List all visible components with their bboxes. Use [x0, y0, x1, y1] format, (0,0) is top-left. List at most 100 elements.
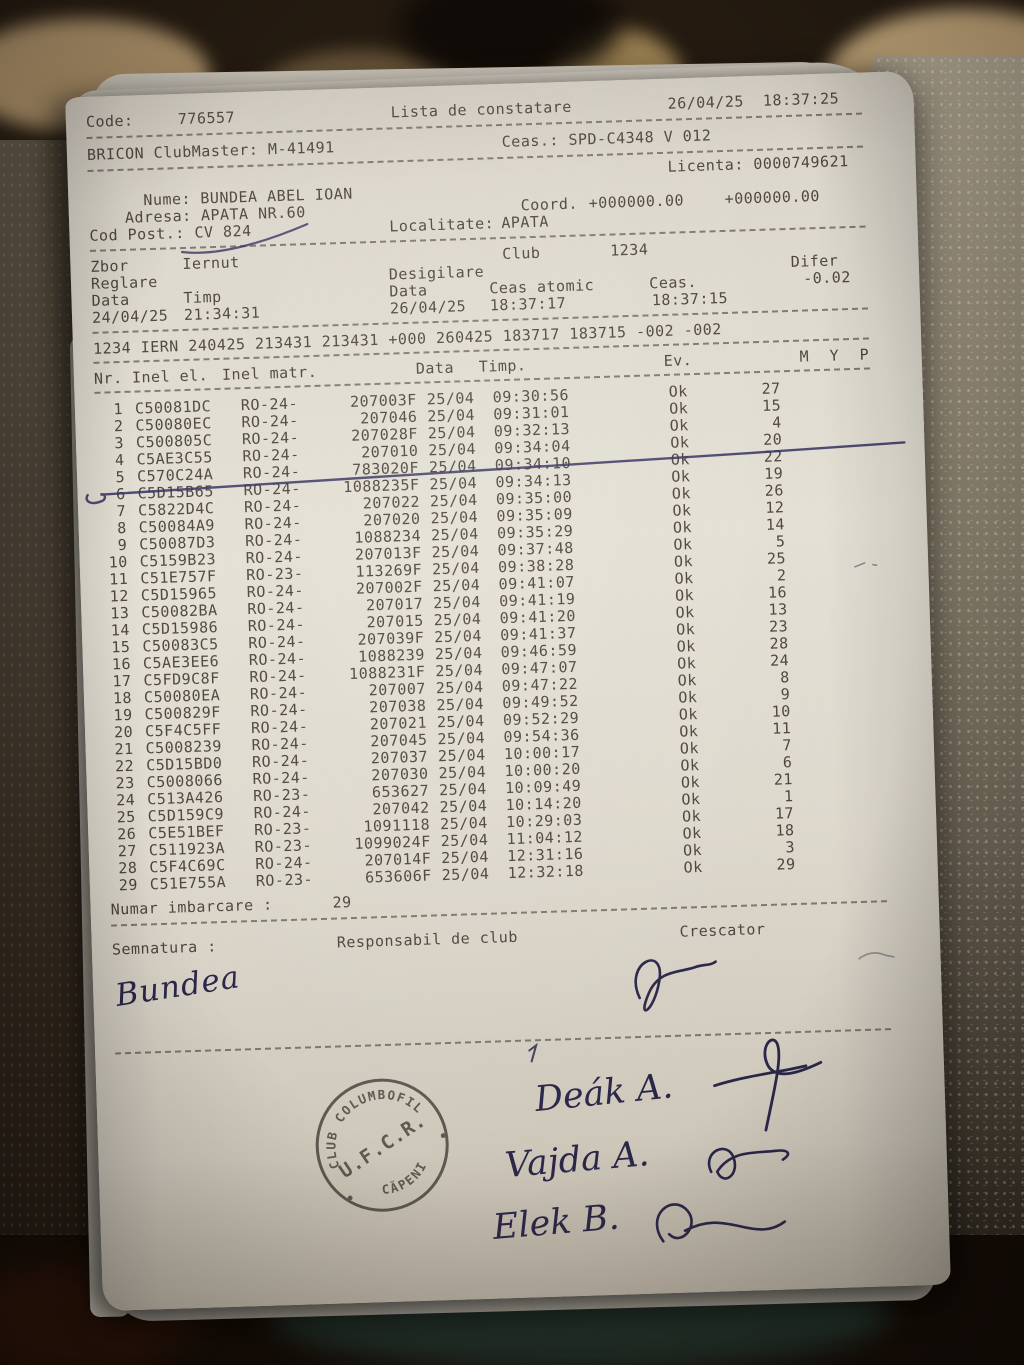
cell-nr: 10	[108, 552, 129, 572]
cell-ev: Ok	[672, 501, 692, 520]
cell-data: 25/04	[427, 422, 476, 443]
postcode-value: CV 824	[194, 221, 252, 242]
cell-ev: Ok	[682, 823, 702, 843]
code-label: Code:	[85, 111, 134, 131]
cell-nr: 7	[116, 501, 127, 521]
cell-nr: 17	[112, 671, 132, 691]
locality-label: Localitate:	[389, 214, 495, 236]
cell-ev: Ok	[680, 756, 700, 775]
cell-ev: Ok	[676, 637, 697, 656]
cell-ev: Ok	[668, 399, 689, 418]
cell-nr: 27	[117, 841, 138, 861]
cell-nr: 26	[116, 824, 137, 844]
desigilare-data: 26/04/25	[389, 297, 467, 318]
cell-data: 25/04	[435, 677, 484, 698]
cell-ev: Ok	[673, 535, 693, 554]
cell-ring-number: 653606F	[364, 866, 433, 887]
cell-ev: Ok	[671, 484, 692, 503]
cell-nr: 5	[115, 467, 126, 487]
cell-data: 25/04	[432, 575, 481, 596]
cell-nr: 11	[108, 569, 129, 589]
cell-ev: Ok	[680, 773, 701, 792]
cell-nr: 1	[113, 399, 124, 419]
cell-ev: Ok	[670, 450, 691, 469]
cell-ring-prefix: RO-23-	[255, 870, 314, 891]
dashed-separator	[115, 1028, 893, 1055]
cell-ev: Ok	[677, 671, 698, 690]
cell-value: 29	[776, 855, 796, 874]
cell-ev: Ok	[674, 586, 695, 605]
col-inel-el: Inel el.	[131, 366, 209, 387]
cell-nr: 22	[114, 756, 135, 776]
cell-data: 25/04	[435, 660, 484, 681]
cell-nr: 21	[114, 739, 134, 759]
cell-ev: Ok	[681, 790, 701, 809]
cell-nr: 25	[116, 807, 137, 827]
cell-nr: 2	[113, 416, 124, 436]
cell-data: 25/04	[440, 830, 489, 851]
reglare-data: 24/04/25	[91, 306, 169, 327]
ceas-value: 18:37:15	[651, 288, 729, 310]
cell-ev: Ok	[681, 807, 702, 826]
cell-ev: Ok	[672, 518, 693, 537]
crescator-label: Crescator	[679, 920, 766, 941]
cell-data: 25/04	[428, 456, 477, 477]
cell-data: 25/04	[430, 507, 479, 528]
cell-nr: 16	[111, 654, 132, 674]
cell-ev: Ok	[678, 688, 698, 707]
cell-nr: 24	[115, 790, 136, 810]
cell-ev: Ok	[678, 705, 699, 724]
cell-data: 25/04	[436, 694, 485, 715]
cell-data: 25/04	[437, 745, 486, 766]
cell-data: 25/04	[433, 626, 483, 647]
cell-nr: 4	[114, 450, 125, 470]
cell-data: 25/04	[432, 592, 482, 613]
cell-data: 25/04	[427, 405, 476, 426]
cell-ev: Ok	[679, 739, 700, 758]
cell-ev: Ok	[673, 552, 694, 571]
cell-nr: 8	[116, 518, 127, 538]
semnatura-label: Semnatura :	[111, 937, 218, 959]
cell-ev: Ok	[668, 382, 689, 401]
cell-nr: 20	[113, 722, 134, 742]
cell-data: 25/04	[431, 558, 481, 579]
cell-nr: 29	[118, 875, 139, 895]
cell-nr: 23	[115, 773, 135, 793]
locality-value: APATA	[501, 212, 550, 232]
cell-inel-el: C51E755A	[149, 872, 227, 894]
printed-datetime: 26/04/25 18:37:25	[667, 89, 840, 113]
cell-nr: 13	[110, 603, 130, 623]
col-m: M	[799, 347, 810, 366]
cell-data: 25/04	[433, 609, 482, 630]
col-timp: Timp.	[478, 356, 527, 376]
cell-ev: Ok	[676, 654, 697, 673]
cell-ev: Ok	[679, 722, 699, 741]
cell-timp: 12:32:18	[507, 861, 585, 883]
cell-ev: Ok	[682, 840, 703, 860]
paper-stack: Code: 776557 Lista de constatare 26/04/2…	[65, 59, 951, 1322]
printed-document: Code: 776557 Lista de constatare 26/04/2…	[86, 88, 923, 1303]
cell-data: 25/04	[439, 796, 488, 817]
cell-data: 25/04	[428, 439, 477, 460]
boarding-label: Numar imbarcare :	[110, 895, 273, 919]
col-data: Data	[415, 358, 455, 378]
col-ev: Ev.	[663, 351, 693, 370]
cell-nr: 18	[112, 688, 133, 708]
cell-ev: Ok	[675, 620, 696, 639]
cell-data: 25/04	[426, 388, 475, 409]
cell-data: 25/04	[439, 813, 489, 834]
cell-ev: Ok	[671, 467, 691, 486]
responsabil-label: Responsabil de club	[336, 927, 519, 952]
cell-nr: 15	[111, 637, 131, 657]
cell-data: 25/04	[436, 711, 485, 732]
page-title: Lista de constatare	[390, 97, 573, 122]
document-page: Code: 776557 Lista de constatare 26/04/2…	[65, 70, 951, 1312]
cell-data: 25/04	[441, 864, 490, 885]
col-y: Y	[829, 346, 840, 365]
cell-ev: Ok	[674, 569, 694, 588]
cell-ev: Ok	[675, 603, 695, 622]
cell-data: 25/04	[440, 847, 490, 868]
cell-nr: 12	[109, 586, 130, 606]
reglare-timp: 21:34:31	[183, 303, 261, 324]
